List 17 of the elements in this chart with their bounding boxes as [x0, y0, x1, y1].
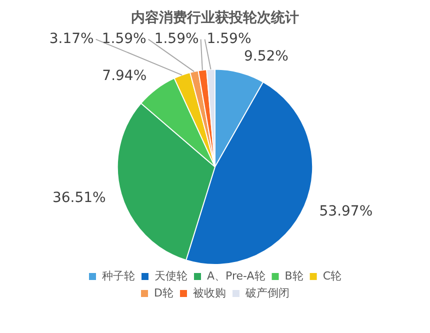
legend-label: B轮 — [284, 269, 304, 282]
data-label: 1.59% — [102, 30, 146, 47]
data-label: 1.59% — [154, 30, 199, 47]
data-label: 7.94% — [102, 68, 147, 84]
chart-title: 内容消费行业获投轮次统计 — [131, 9, 299, 26]
legend-label: 被收购 — [192, 286, 226, 300]
data-label: 9.52% — [244, 48, 288, 65]
data-label: 3.17% — [49, 30, 94, 47]
legend-label: 天使轮 — [154, 269, 188, 282]
data-label: 53.97% — [319, 204, 373, 220]
legend-label: D轮 — [154, 286, 174, 300]
legend-label: A、Pre-A轮 — [207, 269, 266, 282]
data-label: 36.51% — [52, 190, 106, 206]
data-label: 1.59% — [206, 30, 252, 47]
legend-label: 破产倒闭 — [244, 286, 290, 300]
legend-label: 种子轮 — [102, 269, 136, 282]
legend-label: C轮 — [322, 269, 342, 282]
